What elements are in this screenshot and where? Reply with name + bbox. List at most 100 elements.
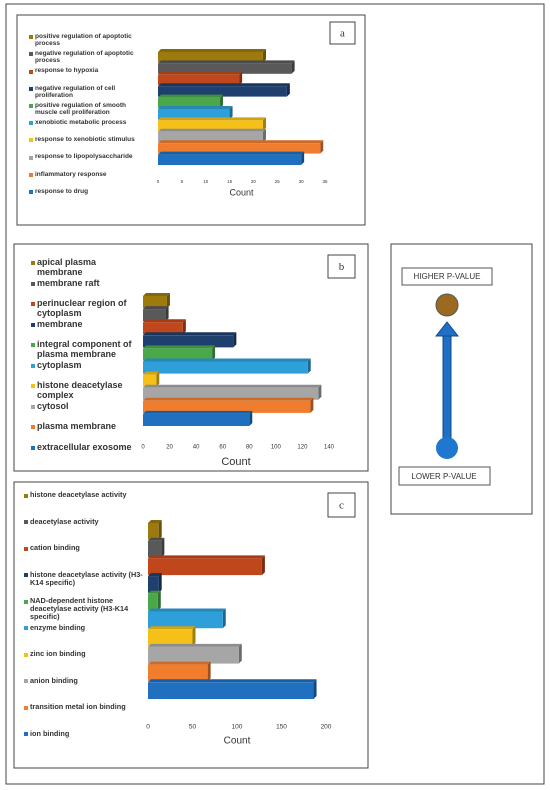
bar-side — [286, 83, 290, 97]
x-tick-label: 15 — [227, 179, 233, 184]
legend-label: cytoplasm — [37, 359, 82, 370]
bar-side — [222, 608, 226, 629]
legend-label: NAD-dependent histone deacetylase activi… — [30, 596, 129, 622]
panel-letter-box — [329, 21, 356, 45]
legend-label: histone deacetylase activity (H3-K14 spe… — [30, 569, 143, 587]
legend-label: apical plasma membrane — [37, 257, 97, 277]
x-tick-label: 200 — [321, 724, 332, 731]
legend-marker — [31, 302, 35, 307]
legend-label: histone deacetylase complex — [37, 380, 123, 400]
bar-top — [143, 332, 237, 336]
bar-top — [143, 410, 253, 414]
legend-marker — [29, 155, 33, 160]
x-tick-label: 35 — [322, 179, 328, 184]
legend-label: cytosol — [37, 400, 69, 411]
bar-side — [165, 306, 169, 322]
legend-label: enzyme binding — [30, 622, 86, 632]
x-axis-label: Count — [224, 736, 251, 747]
legend-marker — [29, 121, 33, 126]
bar-side — [166, 293, 170, 309]
bar — [158, 143, 321, 154]
bar-top — [148, 573, 162, 577]
bar-side — [262, 49, 266, 63]
bar-side — [156, 371, 160, 387]
x-tick-label: 100 — [232, 724, 243, 731]
bar-side — [320, 140, 324, 154]
bar-side — [291, 60, 295, 74]
legend-marker — [31, 261, 35, 266]
bar-side — [318, 384, 322, 400]
bar — [158, 74, 240, 86]
bar-top — [148, 537, 165, 541]
bar — [148, 540, 162, 558]
x-tick-label: 25 — [275, 179, 281, 184]
legend-marker — [31, 404, 35, 409]
bar-top — [158, 151, 305, 155]
bar-side — [158, 520, 162, 540]
bar-top — [143, 345, 216, 349]
panel-letter-box — [327, 492, 356, 518]
x-tick-label: 140 — [324, 445, 335, 451]
bar-side — [207, 661, 211, 682]
legend-marker — [31, 343, 35, 348]
x-tick-label: 50 — [189, 724, 197, 731]
legend-label: response to drug — [35, 187, 89, 195]
bar-top — [143, 293, 170, 296]
legend-marker — [31, 445, 35, 450]
bar-top — [158, 128, 266, 132]
bar — [148, 611, 223, 629]
bar — [148, 682, 314, 699]
legend-label: histone deacetylase activity — [30, 490, 127, 499]
x-tick-label: 30 — [299, 179, 305, 184]
bar — [143, 361, 308, 374]
bar — [158, 154, 302, 165]
x-tick-label: 60 — [219, 445, 226, 451]
bar — [148, 576, 159, 593]
legend-label: zinc ion binding — [30, 649, 86, 658]
legend-label: negative regulation of cell proliferatio… — [35, 84, 116, 99]
legend-label: positive regulation of smooth muscle cel… — [35, 101, 127, 116]
bar-side — [229, 106, 233, 120]
lower-label: LOWER P-VALUE — [411, 472, 476, 481]
bar-side — [233, 332, 237, 348]
bar-top — [158, 83, 290, 87]
x-tick-label: 120 — [297, 445, 308, 451]
bar-top — [148, 520, 162, 523]
bar-top — [148, 679, 317, 683]
bar-top — [158, 71, 243, 75]
legend-label: xenobiotic metabolic process — [35, 119, 127, 126]
panel-border — [13, 481, 369, 769]
bar — [143, 309, 166, 322]
bar-side — [182, 319, 186, 335]
x-tick-label: 150 — [276, 724, 287, 731]
legend-label: positive regulation of apoptotic process — [35, 33, 132, 48]
bar — [148, 593, 158, 611]
bar-side — [261, 555, 265, 576]
bar — [158, 52, 263, 63]
panel-letter: c — [339, 500, 344, 512]
legend-marker — [29, 52, 33, 57]
bar-top — [148, 590, 161, 594]
bar-top — [158, 49, 266, 52]
x-tick-label: 0 — [146, 724, 150, 731]
bar-side — [307, 358, 311, 374]
legend-marker — [29, 86, 33, 91]
bar-top — [148, 555, 265, 559]
bar — [143, 322, 183, 335]
legend-marker — [29, 104, 33, 109]
panel-letter: a — [340, 28, 345, 40]
bar — [148, 646, 239, 664]
legend-marker — [31, 384, 35, 389]
higher-box — [401, 267, 493, 286]
bar — [143, 296, 167, 309]
lower-box — [398, 466, 491, 486]
x-axis-label: Count — [229, 187, 254, 197]
x-tick-label: 10 — [203, 179, 209, 184]
bar-top — [143, 371, 160, 375]
legend-label: integral component of plasma membrane — [37, 339, 132, 359]
bar — [143, 348, 213, 361]
legend-marker — [29, 190, 33, 195]
bar — [158, 109, 230, 120]
bar-top — [148, 608, 226, 612]
